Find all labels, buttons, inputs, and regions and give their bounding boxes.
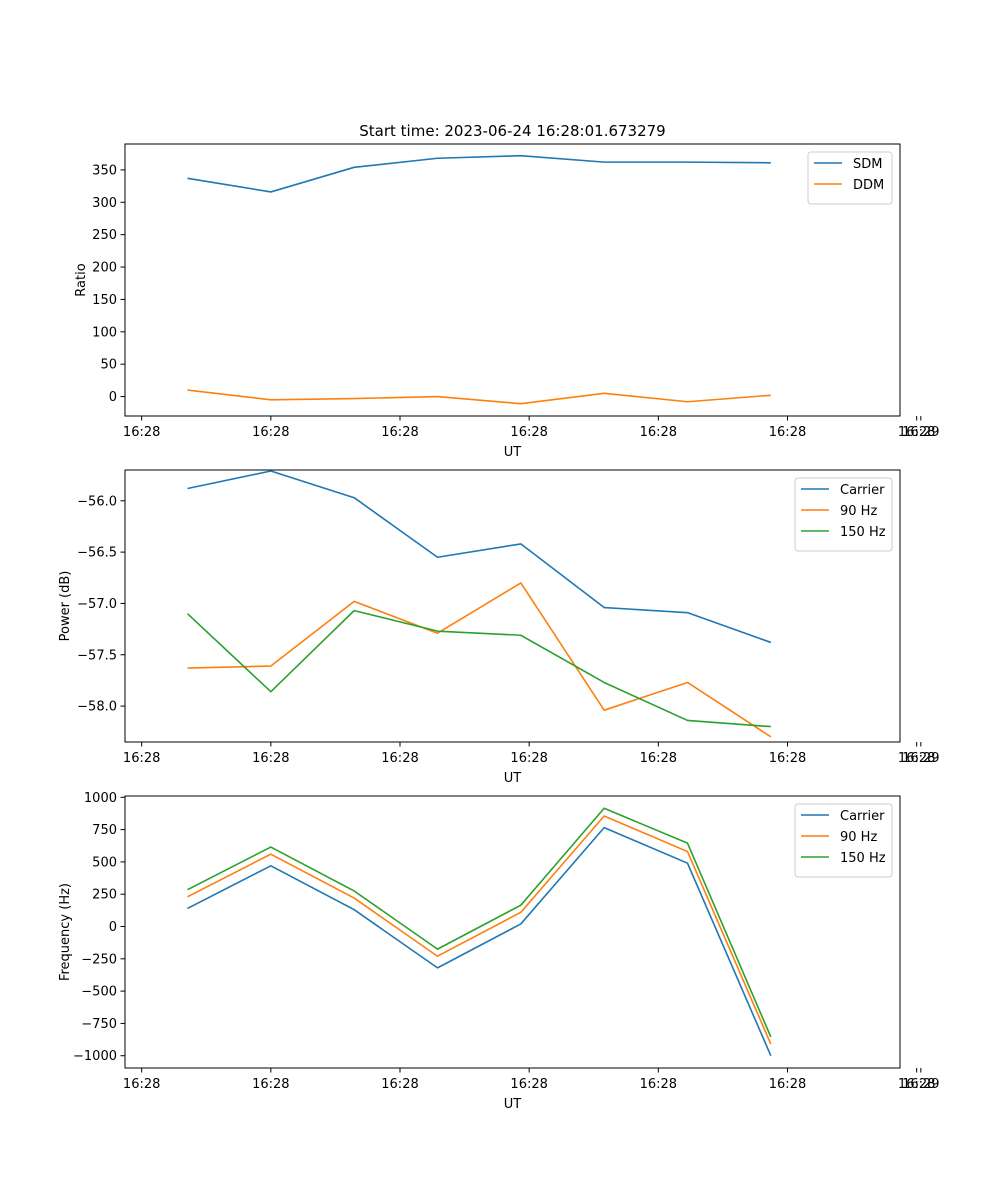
legend-label: Carrier (840, 809, 885, 824)
y-axis-label: Frequency (Hz) (58, 883, 73, 981)
legend-label: 90 Hz (840, 830, 877, 845)
chart-title: Start time: 2023-06-24 16:28:01.673279 (359, 122, 665, 140)
y-tick-label: 500 (92, 855, 117, 870)
axes-frame (124, 469, 901, 743)
legend-box (807, 151, 893, 205)
series-line-carrier (187, 826, 772, 1057)
x-tick-label: 16:29 (902, 751, 939, 766)
series-line-90-hz (187, 815, 772, 1045)
y-tick-label: 250 (92, 228, 117, 243)
x-tick-label: 16:28 (510, 751, 547, 766)
series-line-150-hz (187, 807, 772, 1038)
y-tick-label: 1000 (84, 791, 117, 806)
x-tick-label: 16:28 (640, 425, 677, 440)
series-line-carrier (187, 470, 772, 644)
legend-box (794, 803, 893, 878)
legend-box (794, 477, 893, 552)
series-line-150-hz (186, 609, 771, 728)
x-tick-label: 16:29 (902, 1077, 939, 1092)
legend-label: Carrier (840, 483, 885, 498)
x-tick-label: 16:28 (381, 751, 418, 766)
x-tick-label: 16:28 (123, 425, 160, 440)
subplot-3: 16:28 16:28 16:28 16:28 16:28 16:28 16:2816:29… (58, 791, 940, 1112)
x-tick-label: 16:28 (898, 425, 935, 440)
y-axis-label: Power (dB) (58, 571, 73, 642)
y-tick-label: 200 (92, 261, 117, 276)
series-line-90-hz (187, 582, 772, 738)
y-tick-label: 250 (92, 888, 117, 903)
x-axis-label: UT (504, 1097, 522, 1112)
axes-frame (124, 143, 901, 417)
x-tick-label: 16:28 (769, 425, 806, 440)
y-tick-label: 300 (92, 196, 117, 211)
x-tick-label: 16:28 (898, 751, 935, 766)
x-tick-label: 16:28 (252, 425, 289, 440)
y-tick-label: −750 (81, 1017, 117, 1032)
x-tick-label: 16:28 (381, 1077, 418, 1092)
x-axis-label: UT (504, 445, 522, 460)
y-tick-label: 350 (92, 163, 117, 178)
x-tick-label: 16:28 (381, 425, 418, 440)
x-tick-label: 16:28 (898, 1077, 935, 1092)
y-tick-label: −56.5 (77, 546, 117, 561)
x-tick-label: 16:28 (510, 425, 547, 440)
x-tick-label: 16:28 (252, 1077, 289, 1092)
y-tick-label: −250 (81, 952, 117, 967)
subplot-2: 16:28 16:28 16:28 16:28 16:28 16:28 16:2816:29… (58, 469, 940, 786)
x-tick-label: 16:28 (769, 1077, 806, 1092)
x-axis-label: UT (504, 771, 522, 786)
x-tick-label: 16:28 (640, 751, 677, 766)
y-tick-label: −57.5 (77, 648, 117, 663)
subplot-1: Start time: 2023-06-24 16:28:01.673279 16… (74, 122, 940, 460)
y-tick-label: −1000 (73, 1049, 117, 1064)
y-tick-label: −58.0 (77, 700, 117, 715)
y-tick-label: −57.0 (77, 597, 117, 612)
series-line-ddm (187, 389, 771, 405)
legend-label: 150 Hz (840, 851, 886, 866)
y-tick-label: 0 (109, 920, 117, 935)
y-tick-label: 100 (92, 325, 117, 340)
x-tick-label: 16:28 (640, 1077, 677, 1092)
y-tick-label: 50 (100, 358, 117, 373)
x-tick-label: 16:29 (902, 425, 939, 440)
y-tick-label: 750 (92, 823, 117, 838)
y-tick-label: 0 (109, 390, 117, 405)
legend-label: 90 Hz (840, 504, 877, 519)
legend-label: 150 Hz (840, 525, 886, 540)
x-tick-label: 16:28 (252, 751, 289, 766)
x-tick-label: 16:28 (510, 1077, 547, 1092)
y-tick-label: −56.0 (77, 494, 117, 509)
x-tick-label: 16:28 (123, 751, 160, 766)
x-tick-label: 16:28 (769, 751, 806, 766)
x-tick-label: 16:28 (123, 1077, 160, 1092)
y-tick-label: −500 (81, 985, 117, 1000)
y-tick-label: 150 (92, 293, 117, 308)
y-axis-label: Ratio (74, 263, 89, 296)
axes-frame (124, 795, 901, 1069)
legend-label: DDM (853, 178, 884, 193)
series-line-sdm (187, 154, 771, 193)
legend-label: SDM (853, 157, 882, 172)
